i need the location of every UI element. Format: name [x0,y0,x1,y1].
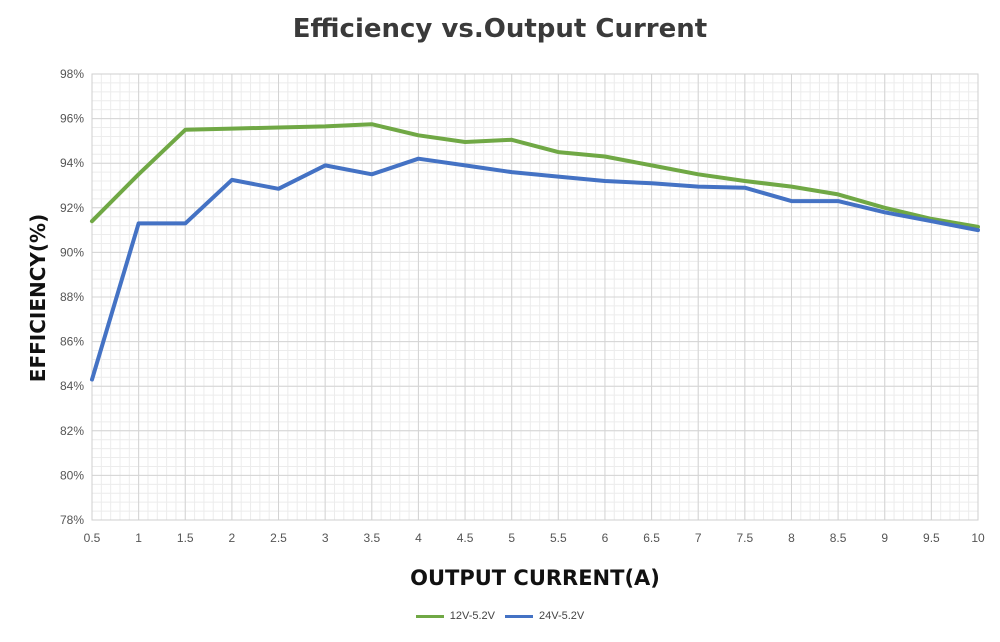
x-tick-label-1: 1 [135,531,142,545]
x-tick-label-17: 9 [881,531,888,545]
x-tick-label-11: 6 [602,531,609,545]
legend-swatch-series-1 [505,614,533,618]
x-tick-label-5: 3 [322,531,329,545]
x-tick-label-0: 0.5 [84,531,101,545]
x-tick-label-16: 8.5 [830,531,847,545]
y-tick-label-8: 94% [60,156,84,170]
y-tick-label-1: 80% [60,468,84,482]
legend-swatch-series-0 [415,614,444,618]
plot-border [91,73,979,521]
x-tick-label-7: 4 [415,531,422,545]
y-tick-label-10: 98% [60,67,84,81]
y-tick-label-2: 82% [60,424,84,438]
legend-item-series-0: 12V-5.2V [415,610,495,622]
x-tick-label-9: 5 [508,531,515,545]
x-tick-label-3: 2 [229,531,236,545]
x-axis-title: OUTPUT CURRENT(A) [410,566,660,590]
x-tick-label-6: 3.5 [363,531,380,545]
y-tick-label-3: 84% [60,379,84,393]
x-tick-label-10: 5.5 [550,531,567,545]
series-line-0 [90,122,980,229]
series-line-1 [90,156,980,382]
x-tick-label-4: 2.5 [270,531,287,545]
x-tick-label-19: 10 [971,531,985,545]
legend: 12V-5.2V 24V-5.2V [0,610,1000,622]
x-tick-label-12: 6.5 [643,531,660,545]
y-tick-label-7: 92% [60,201,84,215]
legend-label-series-1: 24V-5.2V [539,610,585,622]
y-tick-label-6: 90% [60,245,84,259]
y-tick-label-4: 86% [60,335,84,349]
y-tick-label-5: 88% [60,290,84,304]
x-tick-label-8: 4.5 [457,531,474,545]
x-tick-label-15: 8 [788,531,795,545]
x-tick-label-2: 1.5 [177,531,194,545]
x-tick-label-13: 7 [695,531,702,545]
y-tick-label-0: 78% [60,513,84,527]
x-tick-label-18: 9.5 [923,531,940,545]
chart-title: Efficiency vs.Output Current [292,14,708,44]
y-axis-title: EFFICIENCY(%) [26,213,50,383]
y-tick-label-9: 96% [60,112,84,126]
x-tick-label-14: 7.5 [736,531,753,545]
legend-label-series-0: 12V-5.2V [449,610,495,622]
legend-item-series-1: 24V-5.2V [505,610,584,622]
